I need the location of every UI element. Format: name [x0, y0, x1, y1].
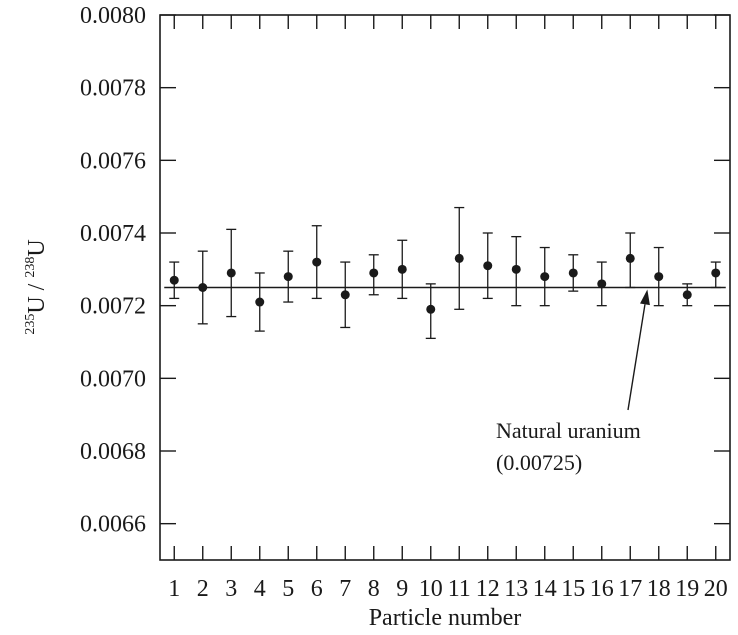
y-tick-label: 0.0080	[80, 3, 146, 29]
x-tick-label: 14	[533, 576, 557, 602]
annotation: Natural uranium (0.00725)	[496, 289, 650, 475]
data-point	[426, 304, 436, 314]
x-tick-label: 18	[647, 576, 671, 602]
data-point	[397, 264, 407, 274]
x-tick-label: 11	[448, 576, 471, 602]
x-tick-label: 20	[704, 576, 728, 602]
y-axis-title: 235U / 238U	[23, 239, 50, 334]
ticks-layer: 1 2 3 4 5 6 7 8 9 10 11 12 13 14 15 16 17 18 19 200.00660.0…	[80, 3, 730, 602]
y-tick-label: 0.0070	[80, 366, 146, 392]
data-point	[597, 279, 607, 289]
y-axis-title-symbol-2: U	[24, 239, 50, 256]
x-tick-label: 17	[618, 576, 642, 602]
x-tick-label: 9	[396, 576, 408, 602]
x-tick-label: 4	[254, 576, 266, 602]
data-point	[625, 253, 635, 263]
data-point	[340, 290, 350, 300]
data-point	[198, 283, 208, 292]
y-tick-label: 0.0076	[80, 148, 146, 174]
x-tick-label: 5	[282, 576, 294, 602]
data-point	[682, 290, 692, 300]
annotation-line-1: Natural uranium	[496, 418, 641, 443]
x-tick-label: 1	[168, 576, 180, 602]
x-tick-label: 6	[311, 576, 323, 602]
x-tick-label: 19	[675, 576, 699, 602]
x-tick-label: 16	[590, 576, 614, 602]
y-tick-label: 0.0074	[80, 221, 146, 247]
y-axis-title-mass-235: 235	[23, 314, 38, 335]
data-points-layer	[169, 206, 721, 340]
y-tick-label: 0.0072	[80, 294, 146, 320]
data-point	[711, 268, 721, 278]
x-tick-label: 2	[197, 576, 209, 602]
data-point	[568, 268, 578, 278]
y-axis-title-separator: /	[24, 278, 50, 297]
data-point	[226, 268, 236, 278]
x-axis-title: Particle number	[369, 605, 522, 631]
data-point	[169, 275, 179, 285]
x-tick-label: 13	[504, 576, 528, 602]
x-tick-label: 12	[476, 576, 500, 602]
x-tick-label: 8	[368, 576, 380, 602]
data-point	[312, 257, 322, 267]
data-point	[369, 268, 379, 278]
data-point	[454, 253, 464, 263]
data-point	[511, 264, 521, 274]
y-axis-title-symbol-1: U	[24, 296, 50, 313]
data-point	[483, 261, 493, 271]
y-axis-title-mass-238: 238	[23, 257, 38, 278]
x-tick-label: 7	[339, 576, 351, 602]
x-tick-label: 3	[225, 576, 237, 602]
y-tick-label: 0.0066	[80, 512, 146, 538]
data-point	[255, 297, 265, 307]
y-tick-label: 0.0078	[80, 76, 146, 102]
data-point	[654, 272, 664, 282]
x-tick-label: 10	[419, 576, 443, 602]
annotation-arrow-head	[640, 289, 650, 306]
data-point	[540, 272, 550, 282]
annotation-line-2: (0.00725)	[496, 450, 582, 475]
x-tick-label: 15	[561, 576, 585, 602]
data-point	[283, 272, 293, 282]
annotation-arrow	[627, 304, 646, 411]
y-tick-label: 0.0068	[80, 439, 146, 465]
plot-frame	[159, 14, 731, 561]
